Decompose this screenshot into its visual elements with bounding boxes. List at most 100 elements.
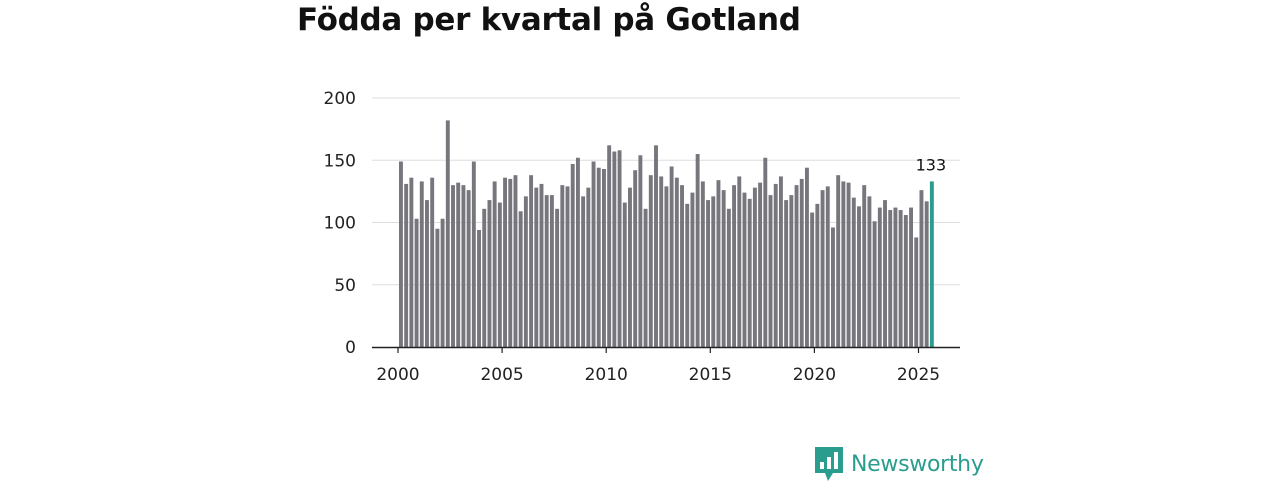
bar: [659, 176, 664, 347]
bar: [742, 192, 747, 347]
bar: [503, 177, 508, 347]
bar: [784, 200, 789, 347]
bar: [633, 170, 638, 347]
y-tick-label: 100: [324, 214, 356, 234]
bar: [607, 145, 612, 347]
bar: [628, 187, 632, 347]
bar: [903, 215, 908, 347]
y-tick-label: 200: [324, 89, 356, 109]
bar: [685, 203, 690, 347]
bar: [399, 161, 403, 347]
bar: [560, 185, 565, 347]
bar: [414, 218, 419, 347]
bar: [565, 186, 570, 347]
bar: [617, 150, 622, 347]
bar: [883, 200, 887, 347]
bar: [836, 175, 841, 347]
x-tick-label: 2015: [689, 365, 732, 385]
bar: [419, 181, 424, 347]
bar: [732, 185, 737, 347]
x-tick-label: 2025: [897, 365, 940, 385]
bar: [654, 145, 658, 347]
bar: [602, 168, 606, 347]
bar: [680, 185, 684, 347]
bar: [846, 182, 851, 347]
bar: [815, 203, 820, 347]
bar: [669, 166, 674, 347]
bar: [581, 196, 586, 347]
bar: [482, 208, 487, 347]
bar: [778, 176, 783, 347]
bar: [425, 200, 429, 347]
bar: [508, 178, 513, 347]
bar: [726, 208, 731, 347]
bar: [820, 190, 825, 347]
logo-text: Newsworthy: [851, 451, 984, 477]
bars: [399, 120, 934, 347]
bar: [706, 200, 711, 347]
bar-highlight: [929, 181, 934, 347]
bar: [539, 183, 544, 347]
bar: [445, 120, 450, 347]
bar: [851, 197, 856, 347]
bar: [857, 206, 861, 347]
bar: [518, 211, 523, 347]
bar: [752, 187, 757, 347]
bar: [497, 202, 502, 347]
bar: [440, 218, 445, 347]
bar: [690, 192, 695, 347]
bar: [404, 183, 409, 347]
bar: [648, 175, 653, 347]
x-tick-label: 2020: [793, 365, 836, 385]
x-tick-label: 2000: [376, 365, 419, 385]
bar: [716, 180, 721, 347]
bar: [799, 178, 804, 347]
bar: [430, 177, 435, 347]
bar: [763, 157, 768, 347]
bar: [867, 196, 872, 347]
bar: [877, 207, 882, 347]
highlight-data-label: 133: [916, 155, 947, 174]
y-tick-label: 0: [345, 338, 356, 358]
bar: [789, 195, 794, 347]
bar: [451, 185, 455, 347]
bar: [492, 181, 497, 347]
bar: [737, 176, 742, 347]
bar: [570, 163, 575, 347]
y-tick-label: 50: [334, 276, 356, 296]
bar: [544, 195, 549, 347]
bar: [721, 190, 726, 347]
bar: [893, 207, 898, 347]
bar: [711, 196, 716, 347]
bar: [622, 202, 627, 347]
bar: [747, 198, 752, 347]
bar: [638, 155, 643, 347]
bar: [825, 186, 830, 347]
bar: [409, 177, 414, 347]
bar: [643, 208, 648, 347]
chart-title: Födda per kvartal på Gotland: [297, 2, 801, 38]
bar: [909, 207, 913, 347]
bar: [898, 210, 903, 347]
bar: [523, 196, 528, 347]
bar: [700, 181, 705, 347]
bar: [914, 237, 919, 347]
bar: [513, 175, 518, 347]
bar: [888, 210, 893, 347]
bar: [695, 154, 700, 347]
y-tick-label: 150: [324, 151, 356, 171]
bar: [794, 185, 799, 347]
bar: [862, 185, 867, 347]
newsworthy-logo: Newsworthy: [815, 447, 984, 481]
bar: [596, 167, 601, 347]
bar: [534, 187, 539, 347]
y-axis-ticks: 0 50 100 150 200: [324, 89, 356, 358]
bar: [466, 190, 471, 347]
bar: [456, 182, 461, 347]
bar: [919, 190, 924, 347]
bar: [810, 212, 815, 347]
bar: [591, 161, 596, 347]
bar: [586, 187, 591, 347]
bar: [664, 186, 669, 347]
